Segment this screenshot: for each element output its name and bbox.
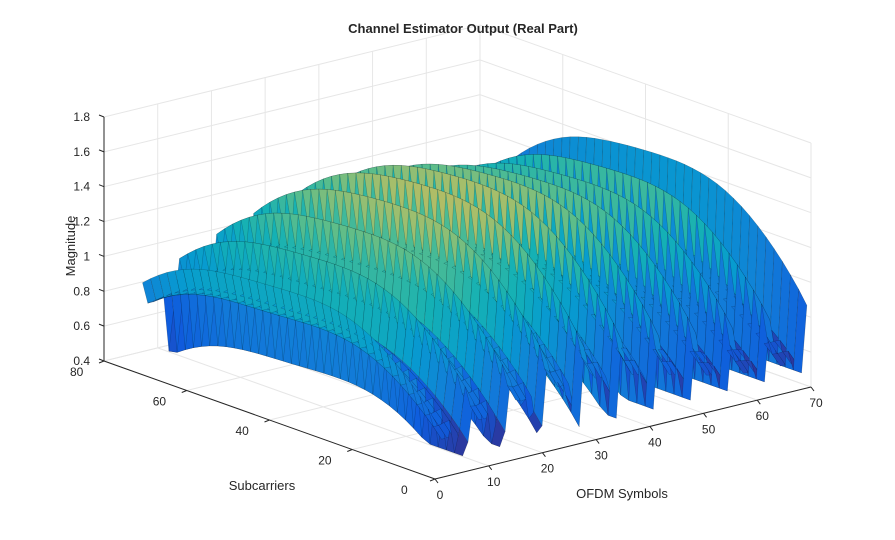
y-tick-label: 0: [401, 483, 408, 497]
x-tick-label: 40: [648, 435, 662, 449]
x-tick-5: [703, 412, 707, 418]
x-tick-2: [542, 452, 546, 458]
x-tick-label: 0: [437, 488, 444, 502]
z-tick-3: [98, 253, 105, 257]
surface-patch-69-0: [793, 288, 808, 374]
x-tick-0: [434, 478, 439, 484]
y-tick-4: [98, 360, 105, 364]
z-tick-label: 1: [83, 249, 90, 263]
x-tick-1: [488, 465, 493, 471]
z-tick-6: [98, 149, 105, 153]
z-tick-label: 1.6: [73, 145, 90, 159]
z-tick-2: [98, 288, 105, 292]
z-tick-label: 0.8: [73, 284, 90, 298]
x-tick-label: 30: [594, 449, 608, 463]
y-tick-label: 80: [70, 365, 84, 379]
y-tick-3: [181, 390, 187, 393]
x-tick-7: [810, 386, 815, 392]
y-tick-label: 40: [236, 424, 250, 438]
z-axis-label: Magnitude: [63, 216, 78, 277]
y-tick-label: 60: [153, 395, 167, 409]
x-axis-line: [434, 386, 812, 480]
tick-labels: 0 10 20 30 40 50 60 70 0 20 40 60 800.4 0.6 0.8 1 1.2 1.4…: [70, 110, 823, 502]
x-tick-6: [756, 399, 761, 405]
z-tick-label: 0.4: [73, 354, 90, 368]
chart-title: Channel Estimator Output (Real Part): [348, 21, 578, 36]
z-tick-7: [98, 114, 105, 118]
z-tick-label: 1.8: [73, 110, 90, 124]
x-axis-label: OFDM Symbols: [576, 486, 668, 501]
x-tick-label: 50: [702, 422, 716, 436]
surface-plot: [142, 136, 808, 456]
x-tick-label: 20: [541, 462, 555, 476]
z-tick-5: [98, 184, 105, 188]
z-tick-label: 1.4: [73, 180, 90, 194]
y-tick-1: [347, 449, 353, 452]
y-tick-label: 20: [318, 454, 332, 468]
z-tick-1: [98, 323, 105, 327]
y-tick-0: [429, 478, 436, 482]
x-tick-label: 10: [487, 475, 501, 489]
grid-line-z-6: [103, 59, 812, 179]
z-tick-label: 1.2: [73, 215, 90, 229]
z-tick-label: 0.6: [73, 319, 90, 333]
y-axis-label: Subcarriers: [229, 478, 296, 493]
x-tick-label: 70: [809, 396, 823, 410]
y-tick-2: [264, 419, 270, 423]
x-tick-3: [595, 439, 600, 444]
x-tick-4: [649, 426, 654, 431]
x-tick-label: 60: [756, 409, 770, 423]
z-tick-4: [98, 219, 105, 223]
grid-line-z-7: [103, 24, 812, 144]
z-tick-0: [98, 358, 105, 362]
